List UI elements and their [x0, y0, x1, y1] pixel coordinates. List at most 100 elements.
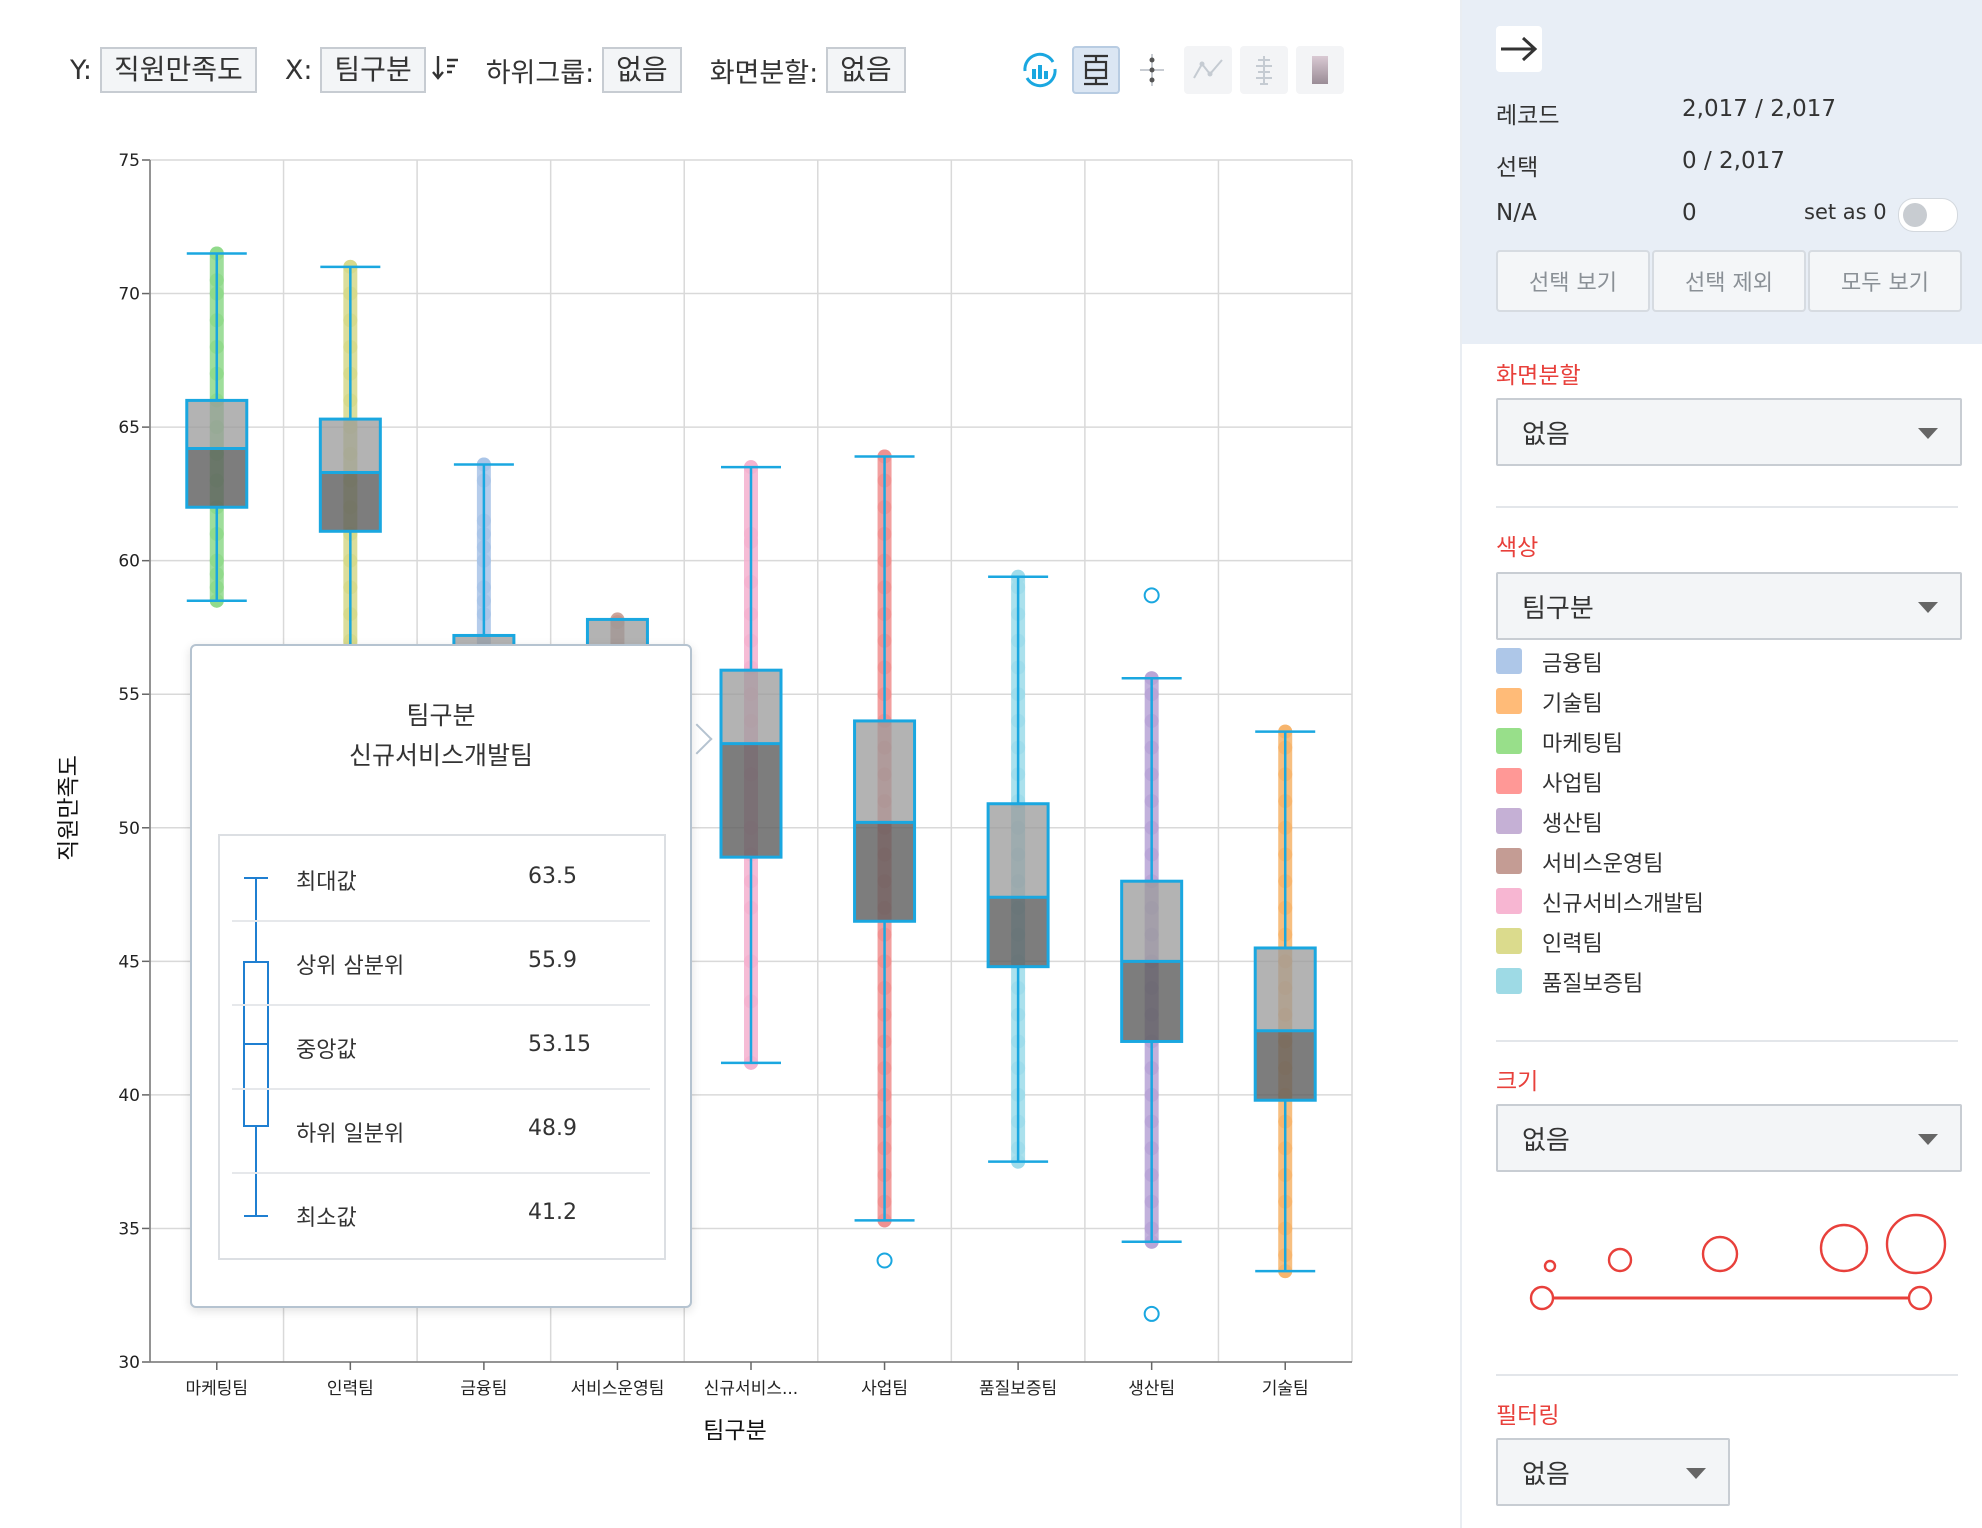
axis-labels: 30 35 40 45 50 55 60 65 70 75 마케팅팀 인력팀 금융팀 서비스운영팀 신규서비… — [118, 151, 1308, 1399]
divider — [1496, 506, 1958, 508]
boxplot-chart-icon[interactable] — [1072, 46, 1120, 94]
box-tooltip: 팀구분 신규서비스개발팀 최대값 63.5 상위 삼분위 55.9 중앙값 53… — [190, 644, 692, 1308]
dot-plot-icon[interactable] — [1128, 46, 1176, 94]
box-outline — [185, 398, 249, 509]
box-upper-half — [988, 803, 1049, 898]
legend-label: 생산팀 — [1542, 812, 1603, 837]
subgroup-label: 하위그룹: — [485, 57, 595, 89]
box-outline — [318, 417, 382, 533]
arrow-right-icon — [1501, 36, 1538, 62]
x-axis-label: X: — [284, 54, 313, 86]
y-axis-label: Y: — [70, 54, 93, 86]
split-select-value: 없음 — [1522, 420, 1570, 450]
size-select[interactable]: 없음 — [1496, 1104, 1962, 1172]
tooltip-row-max: 최대값 63.5 — [220, 836, 664, 920]
legend-swatch — [1496, 808, 1522, 834]
tooltip-header-label: 팀구분 — [406, 701, 476, 730]
set-as-zero-label: set as 0 — [1804, 200, 1887, 224]
box-lower-half — [988, 897, 1049, 967]
box-outline — [719, 668, 783, 859]
box-lower-half — [854, 822, 915, 922]
slider-handle-max[interactable] — [1907, 1285, 1933, 1311]
slider-handle-min[interactable] — [1529, 1285, 1555, 1311]
y-tick-label: 40 — [118, 1086, 140, 1106]
line-chart-icon[interactable] — [1184, 46, 1232, 94]
tooltip-row-value: 41.2 — [528, 1200, 577, 1225]
legend-label: 기술팀 — [1542, 692, 1603, 717]
legend-swatch — [1496, 688, 1522, 714]
tooltip-row-label: 최소값 — [296, 1206, 357, 1231]
x-tick-label: 사업팀 — [861, 1379, 908, 1399]
x-tick-label: 금융팀 — [460, 1379, 507, 1399]
legend-label: 금융팀 — [1542, 652, 1603, 677]
color-section-title: 색상 — [1496, 535, 1539, 561]
collapse-panel-button[interactable] — [1496, 26, 1542, 72]
na-value: 0 — [1682, 200, 1697, 226]
legend-swatch — [1496, 768, 1522, 794]
x-tick-label: 품질보증팀 — [979, 1379, 1057, 1399]
legend-label: 마케팅팀 — [1542, 732, 1623, 757]
box-upper-half — [186, 400, 247, 449]
outlier-point — [876, 1252, 893, 1269]
split-section-title: 화면분할 — [1496, 363, 1581, 389]
tooltip-row-value: 55.9 — [528, 948, 577, 973]
x-tick-label: 신규서비스... — [704, 1379, 798, 1399]
outlier-point — [1143, 1305, 1160, 1322]
toggle-knob — [1903, 203, 1927, 227]
tooltip-row-value: 63.5 — [528, 864, 577, 889]
selected-label: 선택 — [1496, 155, 1539, 181]
tooltip-row-median: 중앙값 53.15 — [220, 1004, 664, 1088]
x-tick-label: 생산팀 — [1128, 1379, 1175, 1399]
legend-swatch — [1496, 728, 1522, 754]
y-axis-selector[interactable]: 직원만족도 — [100, 47, 257, 93]
exclude-selected-button[interactable]: 선택 제외 — [1652, 250, 1806, 312]
na-label: N/A — [1496, 200, 1537, 226]
legend-swatch — [1496, 848, 1522, 874]
axis-toolbar: Y: 직원만족도 X: 팀구분 하위그룹: 없음 화면분할: 없음 — [70, 46, 934, 94]
tooltip-row-label: 중앙값 — [296, 1038, 357, 1063]
filter-select-value: 없음 — [1522, 1460, 1570, 1490]
records-label: 레코드 — [1496, 103, 1560, 129]
size-sample-circle — [1701, 1235, 1739, 1273]
tooltip-stats-table: 최대값 63.5 상위 삼분위 55.9 중앙값 53.15 하위 일분위 48… — [218, 834, 666, 1260]
caret-down-icon — [1686, 1468, 1706, 1479]
view-selected-button[interactable]: 선택 보기 — [1496, 250, 1650, 312]
view-all-button[interactable]: 모두 보기 — [1808, 250, 1962, 312]
size-sample-circle — [1819, 1223, 1869, 1273]
split-selector[interactable]: 없음 — [826, 47, 906, 93]
box-upper-half — [1121, 881, 1182, 962]
y-tick-label: 50 — [118, 819, 140, 839]
filter-select[interactable]: 없음 — [1496, 1438, 1730, 1506]
x-axis-selector[interactable]: 팀구분 — [320, 47, 426, 93]
y-tick-label: 45 — [118, 952, 140, 972]
y-tick-label: 30 — [118, 1353, 140, 1373]
selected-value: 0 / 2,017 — [1682, 148, 1785, 174]
sort-icon[interactable] — [431, 53, 460, 87]
box-upper-half — [721, 670, 781, 744]
refresh-chart-icon[interactable] — [1016, 46, 1064, 94]
histogram-icon[interactable] — [1240, 46, 1288, 94]
box-upper-half — [320, 419, 381, 473]
split-label: 화면분할: — [709, 57, 819, 89]
divider — [1496, 1374, 1958, 1376]
records-value: 2,017 / 2,017 — [1682, 96, 1837, 122]
subgroup-selector[interactable]: 없음 — [602, 47, 682, 93]
size-sample-circle — [1607, 1247, 1633, 1273]
legend-swatch — [1496, 648, 1522, 674]
box-lower-half — [1255, 1030, 1316, 1101]
y-tick-label: 55 — [118, 685, 140, 705]
tooltip-row-q3: 상위 삼분위 55.9 — [220, 920, 664, 1004]
set-as-zero-toggle[interactable] — [1898, 198, 1958, 232]
legend-label: 사업팀 — [1542, 772, 1603, 797]
tooltip-header: 팀구분 신규서비스개발팀 — [192, 696, 690, 776]
split-select[interactable]: 없음 — [1496, 398, 1962, 466]
y-tick-label: 65 — [118, 418, 140, 438]
size-range-slider[interactable] — [1496, 1200, 1958, 1320]
tooltip-header-value: 신규서비스개발팀 — [348, 741, 533, 770]
heatmap-icon[interactable] — [1296, 46, 1344, 94]
caret-down-icon — [1918, 602, 1938, 613]
legend-label: 인력팀 — [1542, 932, 1603, 957]
size-sample-circle — [1885, 1213, 1947, 1275]
color-select[interactable]: 팀구분 — [1496, 572, 1962, 640]
y-tick-label: 60 — [118, 552, 140, 572]
